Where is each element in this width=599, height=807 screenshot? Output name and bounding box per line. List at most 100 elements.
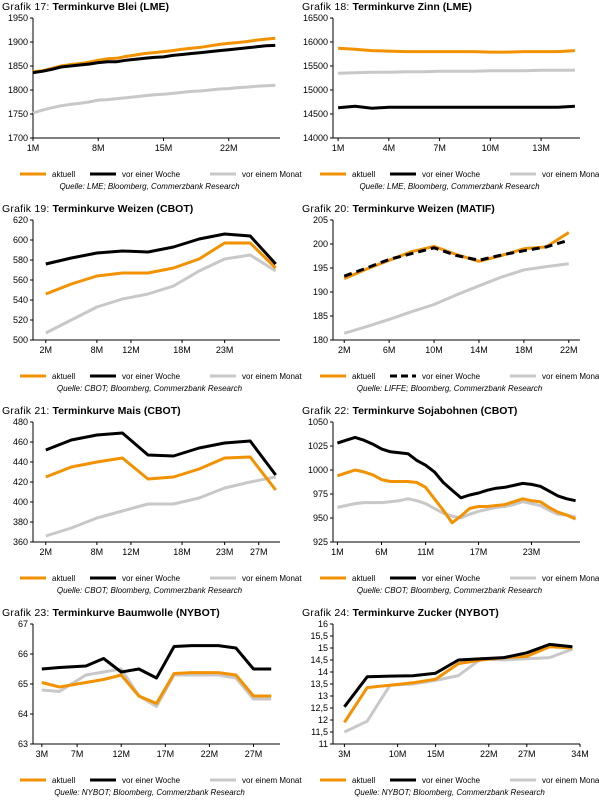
y-tick-label: 580 — [13, 255, 28, 265]
y-tick-label: 380 — [13, 517, 28, 527]
y-tick-label: 14000 — [303, 133, 328, 143]
y-tick-label: 13 — [318, 691, 328, 701]
chart-title-text: Terminkurve Weizen (CBOT) — [52, 203, 194, 215]
line-chart: 925 950 975 1000 1025 1050 1M 6M 11M 17M 23M — [308, 418, 580, 557]
chart-title: Grafik 20: Terminkurve Weizen (MATIF) — [302, 203, 495, 215]
y-tick-label: 15500 — [303, 61, 328, 71]
legend-label: aktuell — [52, 372, 76, 381]
chart-title: Grafik 18: Terminkurve Zinn (LME) — [302, 1, 472, 13]
chart-number: Grafik 22: — [302, 405, 350, 417]
legend-swatch — [510, 374, 536, 378]
y-tick-label: 950 — [313, 513, 328, 523]
legend-swatch — [390, 576, 416, 580]
legend-swatch — [320, 778, 346, 782]
legend-label: aktuell — [352, 574, 376, 583]
x-tick-label: 10M — [425, 345, 443, 355]
x-tick-label: 27M — [250, 547, 268, 557]
x-tick-label: 11M — [417, 547, 434, 557]
legend-label: vor einem Monat — [542, 776, 599, 785]
y-tick-label: 14,5 — [310, 655, 328, 665]
y-tick-label: 1850 — [8, 61, 28, 71]
chart-number: Grafik 19: — [2, 203, 50, 215]
series-line-2 — [338, 68, 575, 75]
legend-label: vor einem Monat — [242, 170, 302, 179]
y-tick-label: 64 — [18, 709, 28, 719]
x-tick-label: 18M — [173, 345, 191, 355]
series-line-1 — [32, 43, 276, 75]
x-tick-label: 10M — [389, 749, 407, 759]
x-tick-label: 17M — [470, 547, 488, 557]
chart-legend: aktuell vor einer Woche vor einem Monat — [318, 572, 599, 584]
y-tick-label: 360 — [13, 537, 28, 547]
legend-swatch — [390, 172, 416, 176]
legend-label: vor einem Monat — [542, 372, 599, 381]
chart-legend: aktuell vor einer Woche vor einem Monat — [318, 370, 599, 382]
y-tick-label: 16000 — [303, 37, 328, 47]
legend-swatch — [20, 374, 46, 378]
chart-source: Quelle: NYBOT; Bloomberg, Commerzbank Re… — [354, 788, 545, 797]
chart-source: Quelle: NYBOT; Bloomberg, Commerzbank Re… — [54, 788, 245, 797]
legend-label: vor einer Woche — [122, 372, 181, 381]
x-tick-label: 22M — [201, 749, 219, 759]
chart-title: Grafik 21: Terminkurve Mais (CBOT) — [2, 405, 181, 417]
legend-swatch — [390, 778, 416, 782]
series-line-1 — [343, 238, 570, 278]
line-chart: 360 380 400 420 440 460 480 2M 8M 12M 18M 23M 27M — [13, 418, 280, 557]
legend-label: aktuell — [352, 170, 376, 179]
legend-label: aktuell — [352, 372, 376, 381]
y-tick-label: 1900 — [8, 37, 28, 47]
y-tick-label: 420 — [13, 477, 28, 487]
x-tick-label: 8M — [91, 547, 104, 557]
y-tick-label: 65 — [18, 679, 28, 689]
legend-swatch — [320, 576, 346, 580]
x-tick-label: 3M — [338, 749, 351, 759]
series-line-2 — [343, 262, 569, 335]
y-tick-label: 600 — [13, 235, 28, 245]
x-tick-label: 23M — [216, 345, 234, 355]
chart-legend: aktuell vor einer Woche vor einem Monat — [18, 572, 302, 584]
series-line-1 — [41, 644, 272, 680]
x-tick-label: 13M — [532, 143, 550, 153]
series-line-0 — [343, 645, 573, 724]
x-tick-label: 8M — [92, 143, 105, 153]
y-tick-label: 11,5 — [311, 727, 328, 737]
series-line-2 — [45, 475, 276, 538]
chart-panel: Grafik 20: Terminkurve Weizen (MATIF) 180… — [300, 202, 599, 403]
legend-swatch — [390, 374, 416, 378]
x-tick-label: 3M — [36, 749, 49, 759]
legend-label: vor einem Monat — [242, 372, 302, 381]
series-line-1 — [343, 642, 573, 708]
y-tick-label: 63 — [18, 739, 28, 749]
chart-number: Grafik 18: — [302, 1, 350, 13]
legend-swatch — [90, 374, 116, 378]
x-tick-label: 17M — [157, 749, 175, 759]
y-tick-label: 1800 — [8, 85, 28, 95]
y-tick-label: 16500 — [303, 14, 328, 23]
y-tick-label: 400 — [13, 497, 28, 507]
legend-swatch — [20, 576, 46, 580]
y-tick-label: 1050 — [308, 418, 328, 427]
chart-title: Grafik 23: Terminkurve Baumwolle (NYBOT) — [2, 607, 220, 619]
chart-title: Grafik 19: Terminkurve Weizen (CBOT) — [2, 203, 193, 215]
series-line-0 — [45, 455, 277, 491]
y-tick-label: 14500 — [303, 109, 328, 119]
y-tick-label: 15 — [318, 643, 328, 653]
y-tick-label: 67 — [18, 620, 28, 629]
line-chart: 1700 1750 1800 1850 1900 1950 1M 8M 15M 22M — [8, 14, 280, 153]
x-tick-label: 12M — [112, 749, 130, 759]
series-line-0 — [41, 671, 272, 705]
series-line-1 — [45, 232, 277, 266]
y-tick-label: 12 — [318, 715, 328, 725]
chart-title-text: Terminkurve Baumwolle (NYBOT) — [52, 607, 220, 619]
x-tick-label: 2M — [40, 345, 53, 355]
series-line-0 — [338, 46, 575, 54]
chart-source: Quelle: CBOT; Bloomberg, Commerzbank Res… — [56, 586, 243, 595]
chart-source: Quelle: CBOT; Bloomberg, Commerzbank Res… — [356, 586, 543, 595]
legend-label: vor einem Monat — [542, 170, 599, 179]
x-tick-label: 34M — [571, 749, 589, 759]
x-tick-label: 8M — [91, 345, 104, 355]
chart-number: Grafik 17: — [2, 1, 50, 13]
chart-panel: Grafik 21: Terminkurve Mais (CBOT) 360 380… — [0, 404, 302, 605]
chart-title: Grafik 22: Terminkurve Sojabohnen (CBOT) — [302, 405, 517, 417]
y-tick-label: 1950 — [8, 14, 28, 23]
